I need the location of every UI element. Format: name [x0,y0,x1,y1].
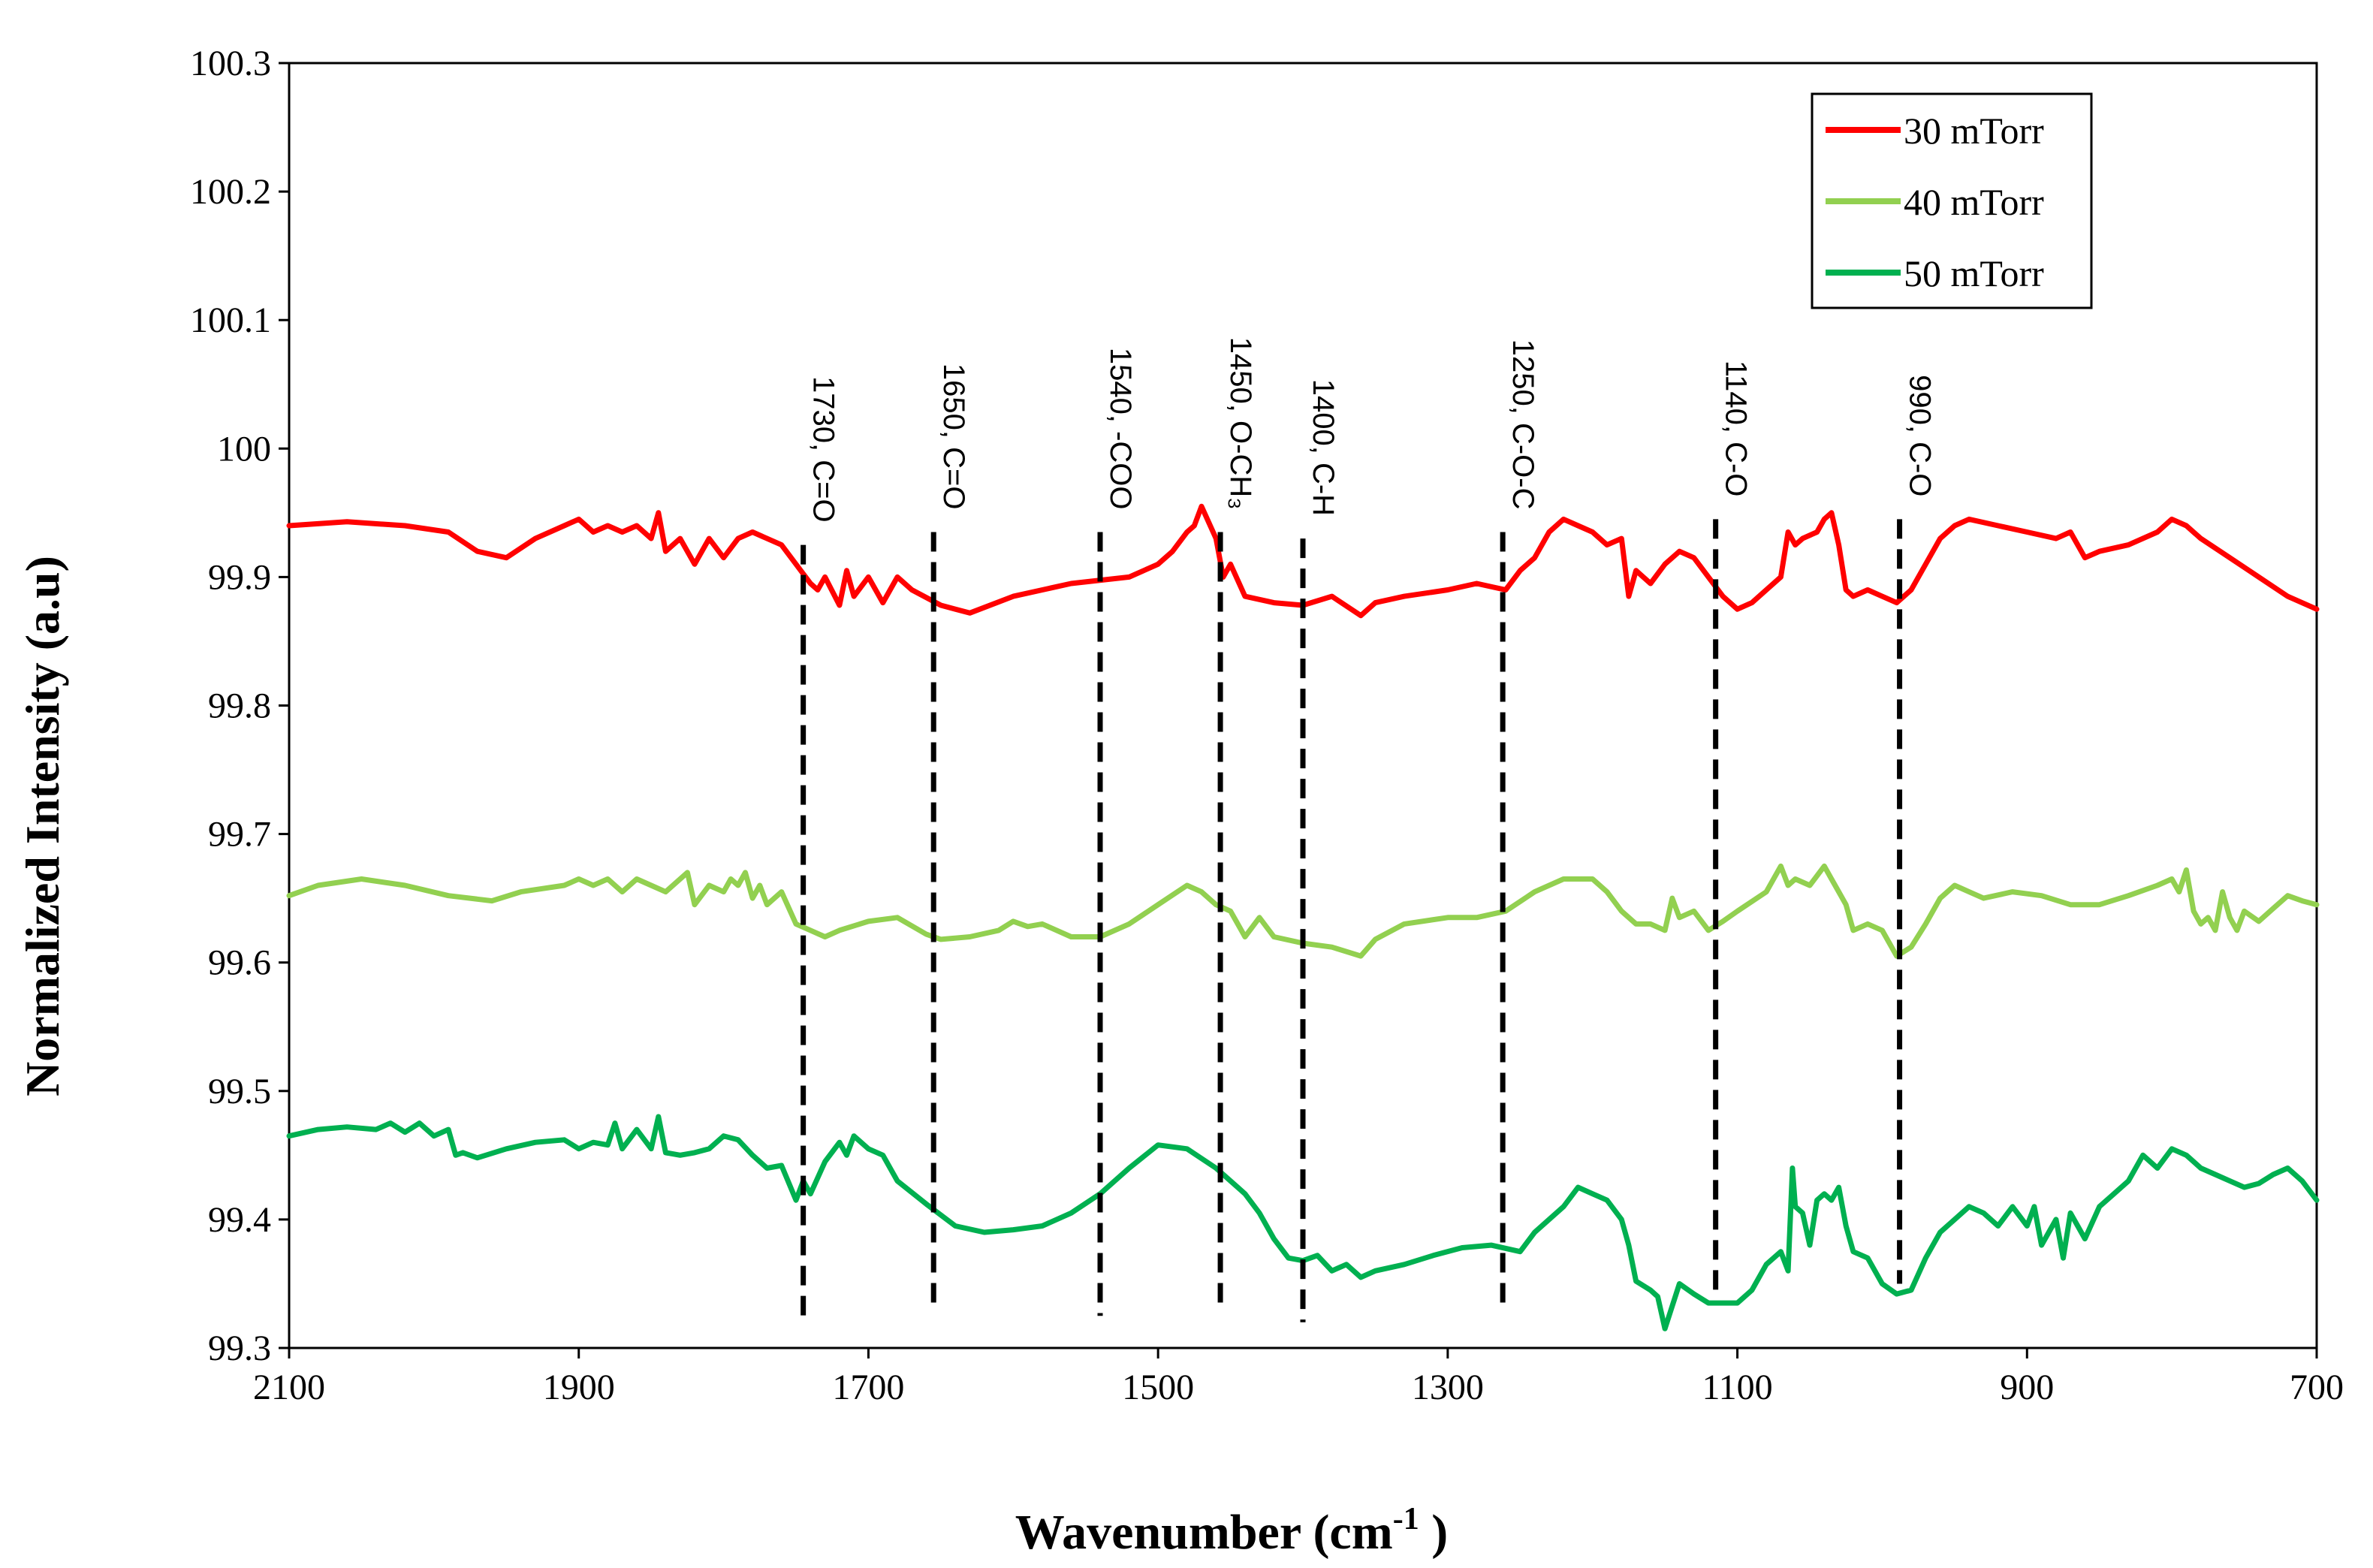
y-tick-label: 99.8 [208,686,271,726]
x-axis-title-tail: ) [1419,1505,1448,1560]
series-line-30-mtorr [286,503,2320,619]
y-tick-label: 99.5 [208,1072,271,1111]
x-tick-label: 1100 [1702,1367,1772,1407]
x-axis-title-sup: -1 [1393,1502,1419,1536]
annotation-label: 1540, -COO [1104,348,1137,510]
y-tick-label: 99.6 [208,943,271,983]
y-tick-label: 99.7 [208,815,271,855]
annotation-label: 1250, C-O-C [1506,339,1539,510]
x-tick-label: 2100 [253,1367,325,1407]
y-tick-label: 100.2 [190,172,271,212]
y-axis-title: Normalized Intensity (a.u) [16,556,69,1096]
y-tick-label: 99.3 [208,1328,271,1368]
x-tick-label: 1300 [1412,1367,1484,1407]
y-tick-label: 99.9 [208,557,271,597]
legend-label-40-mtorr: 40 mTorr [1904,181,2044,223]
annotation-label: 1730, C=O [807,376,840,523]
x-tick-label: 900 [2000,1367,2054,1407]
y-tick-label: 100.1 [190,300,271,340]
x-tick-label: 1700 [832,1367,904,1407]
annotation-label: 990, C-O [1904,375,1937,496]
y-tick-label: 100.3 [190,44,271,83]
x-tick-label: 1500 [1122,1367,1194,1407]
legend-label-30-mtorr: 30 mTorr [1904,110,2044,152]
x-axis-title-main: Wavenumber (cm [1015,1505,1393,1560]
annotation-label: 1450, O-CH₃ [1224,337,1257,510]
series-line-40-mtorr [286,863,2320,959]
legend-label-50-mtorr: 50 mTorr [1904,252,2044,294]
plot-area: 99.3 99.4 99.5 99.6 99.7 99.8 99.9 100 100.1 100.… [190,44,2344,1407]
x-tick-label: 1900 [543,1367,615,1407]
annotation-label: 1400, C-H [1307,379,1340,516]
x-tick-label: 700 [2290,1367,2344,1407]
series-line-50-mtorr [286,1114,2320,1331]
y-tick-label: 100 [217,429,271,469]
annotation-label: 1140, C-O [1720,360,1753,497]
annotation-label: 1650, C=O [937,363,970,510]
y-tick-label: 99.4 [208,1200,271,1240]
x-axis-title: Wavenumber (cm-1 ) [1015,1502,1448,1560]
